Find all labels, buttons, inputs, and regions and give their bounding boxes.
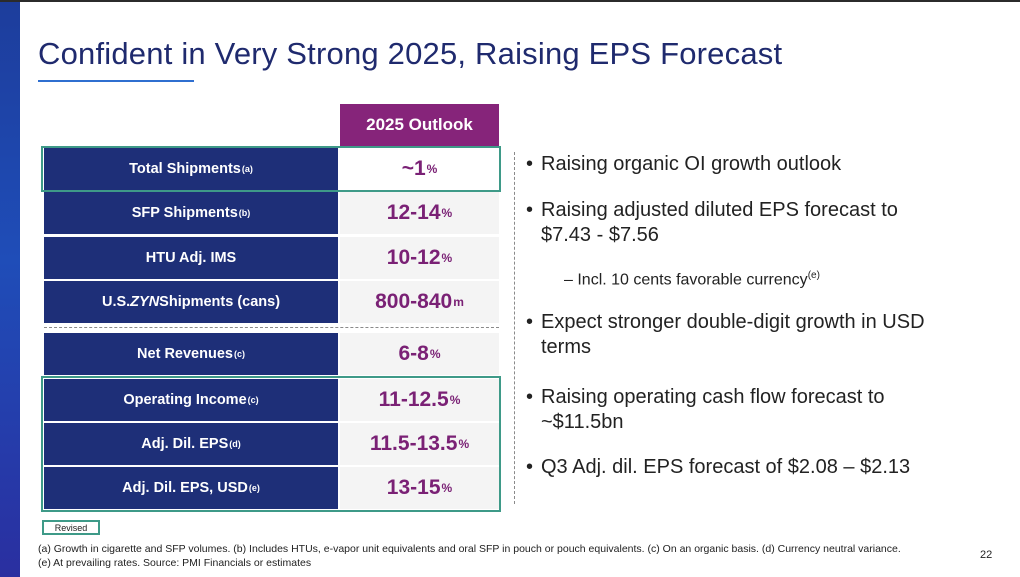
bullet-dot-icon: • <box>526 456 534 478</box>
sub-bullet-item: – Incl. 10 cents favorable currency(e) <box>564 270 820 289</box>
row-label: Net Revenues (c) <box>44 333 338 375</box>
row-value: 10-12% <box>340 237 499 279</box>
table-row-sfp-shipments: SFP Shipments (b) 12-14% <box>44 192 499 234</box>
row-label: Total Shipments (a) <box>44 148 338 190</box>
bullet-dot-icon: • <box>526 311 534 333</box>
revised-outline-income-eps <box>41 376 501 512</box>
table-row-zyn-shipments: U.S. ZYN Shipments (cans) 800-840 m <box>44 281 499 323</box>
bullet-item: • Q3 Adj. dil. EPS forecast of $2.08 – $… <box>526 456 911 478</box>
row-label: Operating Income (c) <box>44 379 338 421</box>
table-row-htu-adj-ims: HTU Adj. IMS 10-12% <box>44 237 499 279</box>
revised-legend: Revised <box>42 520 100 535</box>
row-label: HTU Adj. IMS <box>44 237 338 279</box>
table-divider <box>44 327 499 328</box>
row-value: 11-12.5% <box>340 379 499 421</box>
table-row-adj-dil-eps: Adj. Dil. EPS (d) 11.5-13.5% <box>44 423 499 465</box>
bullet-dot-icon: • <box>526 199 534 221</box>
table-row-net-revenues: Net Revenues (c) 6-8% <box>44 333 499 375</box>
bullet-dot-icon: • <box>526 386 534 408</box>
top-border-line <box>0 0 1020 2</box>
page-number: 22 <box>980 549 993 561</box>
row-value: 6-8% <box>340 333 499 375</box>
row-value: 11.5-13.5% <box>340 423 499 465</box>
row-value: 13-15% <box>340 467 499 509</box>
row-label: Adj. Dil. EPS, USD (e) <box>44 467 338 509</box>
bullet-item: • Raising adjusted diluted EPS forecast … <box>526 199 898 246</box>
revised-outline-total-shipments <box>41 146 501 192</box>
table-row-adj-dil-eps-usd: Adj. Dil. EPS, USD (e) 13-15% <box>44 467 499 509</box>
row-label: Adj. Dil. EPS (d) <box>44 423 338 465</box>
table-row-total-shipments: Total Shipments (a) ~1% <box>44 148 499 190</box>
bullet-item: • Raising organic OI growth outlook <box>526 153 842 175</box>
outlook-column-header: 2025 Outlook <box>340 104 499 146</box>
title-underline <box>38 80 194 82</box>
row-label: U.S. ZYN Shipments (cans) <box>44 281 338 323</box>
bullet-dot-icon: • <box>526 153 534 175</box>
table-row-operating-income: Operating Income (c) 11-12.5% <box>44 379 499 421</box>
bullet-item: • Raising operating cash flow forecast t… <box>526 386 885 433</box>
bullet-item: • Expect stronger double-digit growth in… <box>526 311 925 358</box>
row-label: SFP Shipments (b) <box>44 192 338 234</box>
row-value: 12-14% <box>340 192 499 234</box>
row-value: 800-840 m <box>340 281 499 323</box>
page-title: Confident in Very Strong 2025, Raising E… <box>38 36 783 71</box>
footnote-line-2: (e) At prevailing rates. Source: PMI Fin… <box>38 557 312 569</box>
row-value: ~1% <box>340 148 499 190</box>
left-accent-bar <box>0 2 20 577</box>
footnote-line-1: (a) Growth in cigarette and SFP volumes.… <box>38 543 901 555</box>
column-divider <box>514 152 515 504</box>
